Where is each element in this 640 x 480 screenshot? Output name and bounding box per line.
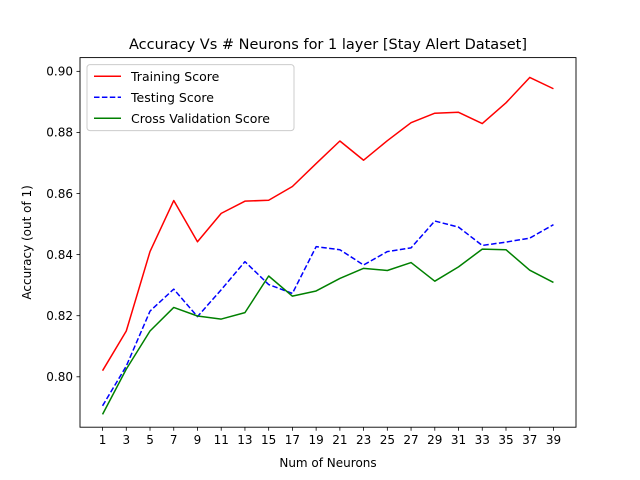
- x-tick-label: 1: [99, 433, 107, 447]
- x-tick-label: 27: [403, 433, 418, 447]
- x-tick-label: 9: [194, 433, 202, 447]
- x-axis: 1 3 5 7 9 11 13 15 17 19 21 23 25 27 29 31 33 35 37 39: [99, 427, 561, 447]
- series-line-3: [101, 248, 554, 415]
- series-line-1: [101, 76, 554, 372]
- y-axis-label: Accuracy (out of 1): [20, 185, 34, 299]
- x-tick-label: 3: [122, 433, 130, 447]
- x-tick-label: 15: [261, 433, 276, 447]
- x-tick-label: 39: [546, 433, 561, 447]
- x-tick-label: 17: [285, 433, 300, 447]
- x-tick-label: 23: [356, 433, 371, 447]
- x-tick-label: 11: [214, 433, 229, 447]
- axes-frame: [79, 57, 577, 428]
- y-tick-label: 0.88: [46, 126, 73, 140]
- x-tick-label: 5: [146, 433, 154, 447]
- legend: Training Score Testing Score Cross Validat…: [86, 64, 295, 132]
- legend-box: [86, 64, 295, 132]
- chart-title: Accuracy Vs # Neurons for 1 layer [Stay …: [129, 37, 527, 53]
- x-tick-label: 7: [170, 433, 178, 447]
- y-tick-label: 0.80: [46, 370, 73, 384]
- y-tick-label: 0.84: [46, 248, 73, 262]
- x-tick-label: 29: [427, 433, 442, 447]
- y-axis: 0.80 0.82 0.84 0.86 0.88 0.90: [46, 65, 80, 384]
- plot-area: [101, 76, 554, 415]
- legend-label-2: Testing Score: [130, 90, 214, 105]
- x-tick-label: 31: [451, 433, 466, 447]
- x-tick-label: 13: [237, 433, 252, 447]
- x-tick-label: 21: [332, 433, 347, 447]
- x-tick-label: 25: [380, 433, 395, 447]
- y-tick-label: 0.82: [46, 309, 73, 323]
- series-line-2: [101, 220, 554, 407]
- x-axis-label: Num of Neurons: [279, 456, 376, 470]
- legend-label-3: Cross Validation Score: [131, 111, 270, 126]
- x-tick-label: 33: [475, 433, 490, 447]
- y-tick-label: 0.86: [46, 187, 73, 201]
- x-tick-label: 35: [498, 433, 513, 447]
- x-tick-label: 37: [522, 433, 537, 447]
- legend-label-1: Training Score: [130, 69, 220, 84]
- y-tick-label: 0.90: [46, 65, 73, 79]
- x-tick-label: 19: [308, 433, 323, 447]
